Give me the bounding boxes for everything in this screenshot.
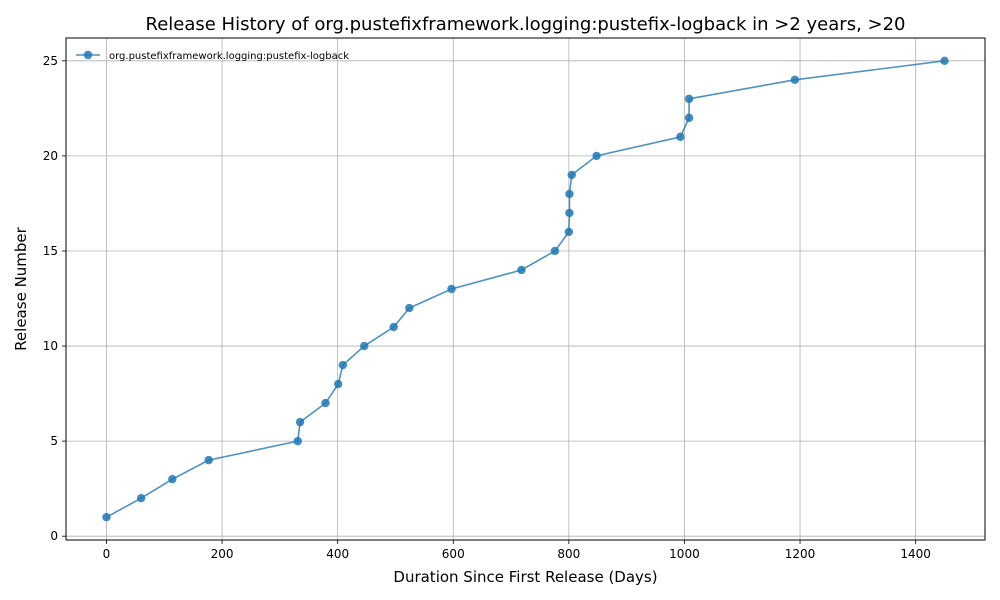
data-point xyxy=(405,303,414,313)
data-point xyxy=(321,398,330,408)
grid xyxy=(66,38,985,540)
axis-ticks: 0 200 400 600 800 1000 1200 1400 0 5 10 15 20 25 xyxy=(43,54,931,561)
data-point xyxy=(136,493,146,503)
x-tick-label: 800 xyxy=(557,547,580,561)
data-point xyxy=(360,341,369,351)
y-tick-label: 5 xyxy=(50,434,58,448)
data-point xyxy=(550,246,560,256)
x-tick-label: 600 xyxy=(442,547,465,561)
x-tick-label: 1200 xyxy=(785,547,816,561)
data-point xyxy=(567,170,576,180)
data-point xyxy=(684,113,694,123)
y-tick-label: 25 xyxy=(43,54,58,68)
data-point xyxy=(592,151,601,161)
data-point xyxy=(293,436,302,446)
data-point xyxy=(334,379,343,389)
legend: org.pustefixframework.logging:pustefix-l… xyxy=(76,50,349,62)
data-point xyxy=(447,284,456,294)
data-point xyxy=(204,455,213,465)
chart-title: Release History of org.pustefixframework… xyxy=(146,14,906,35)
data-point xyxy=(940,56,949,66)
plot-frame xyxy=(65,37,986,541)
y-axis-title: Release Number xyxy=(12,226,30,350)
y-tick-label: 0 xyxy=(50,529,58,543)
data-point xyxy=(565,189,574,199)
x-tick-label: 1000 xyxy=(669,547,700,561)
x-axis-title: Duration Since First Release (Days) xyxy=(393,568,657,586)
data-point xyxy=(517,265,526,275)
x-tick-label: 400 xyxy=(326,547,349,561)
data-point xyxy=(295,417,305,427)
legend-label: org.pustefixframework.logging:pustefix-l… xyxy=(109,51,349,62)
data-point xyxy=(168,474,177,484)
data-point xyxy=(338,360,348,370)
data-point xyxy=(565,208,574,218)
legend-marker xyxy=(83,50,93,60)
data-point xyxy=(684,94,694,104)
data-point xyxy=(102,512,111,522)
data-point xyxy=(676,132,685,142)
x-tick-label: 0 xyxy=(103,547,111,561)
y-tick-label: 20 xyxy=(43,149,58,163)
x-tick-label: 200 xyxy=(211,547,234,561)
series-layer xyxy=(102,56,949,522)
y-tick-label: 15 xyxy=(43,244,58,258)
data-point xyxy=(564,227,574,237)
y-tick-label: 10 xyxy=(43,339,58,353)
x-tick-label: 1400 xyxy=(900,547,931,561)
data-point xyxy=(389,322,398,332)
data-point xyxy=(790,75,800,85)
